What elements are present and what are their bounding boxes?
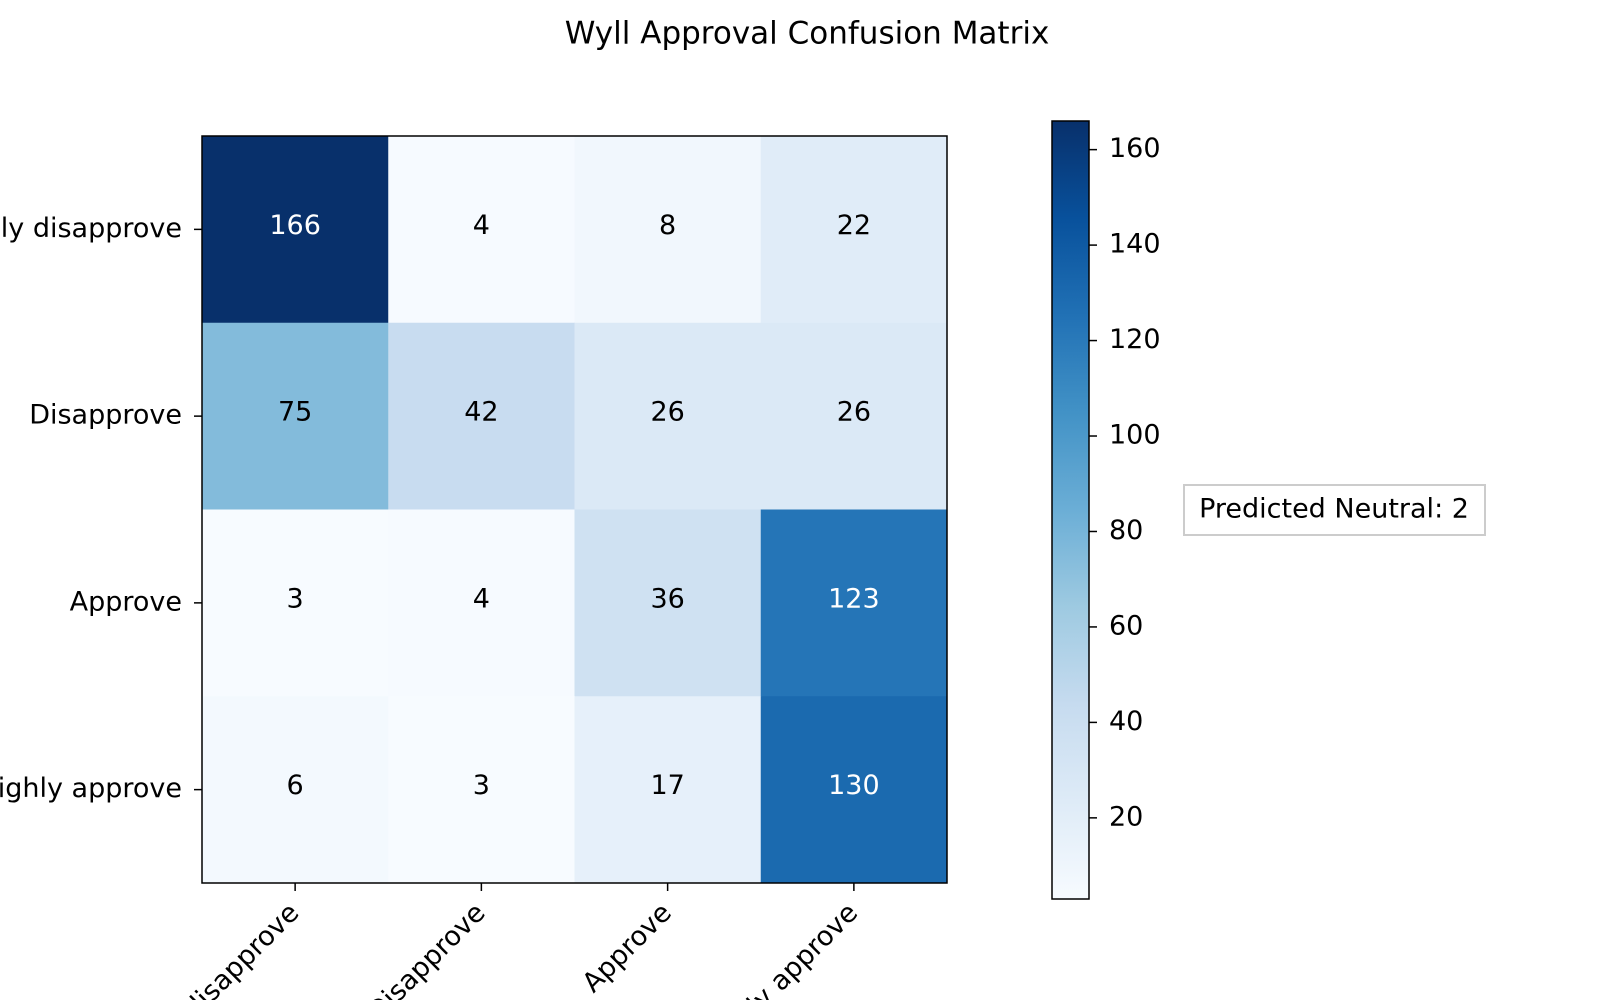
heatmap-cell (202, 322, 389, 510)
cell-label: 8 (659, 210, 676, 241)
heatmap-cell (760, 136, 948, 324)
heatmap-cell (760, 509, 948, 697)
colorbar-tick-label: 160 (1109, 133, 1161, 164)
heatmap-cell (574, 696, 762, 884)
cell-label: 166 (269, 210, 321, 241)
colorbar-tick-label: 20 (1109, 801, 1143, 832)
heatmap-cell (202, 509, 389, 697)
cell-label: 22 (837, 210, 871, 241)
cell-label: 4 (473, 583, 490, 614)
colorbar-tick-label: 80 (1109, 515, 1143, 546)
cell-label: 17 (650, 770, 684, 801)
colorbar (1051, 120, 1090, 900)
annotation-box (1183, 484, 1486, 536)
cell-label: 3 (287, 583, 304, 614)
heatmap-cell (760, 322, 948, 510)
cell-label: 130 (828, 770, 880, 801)
x-tick-label: Approve (576, 897, 677, 998)
colorbar-tick-label: 40 (1109, 706, 1143, 737)
y-tick-label: Highly disapprove (0, 213, 182, 244)
cell-label: 6 (287, 770, 304, 801)
heatmap-cell (574, 509, 762, 697)
cell-label: 4 (473, 210, 490, 241)
colorbar-tick-label: 60 (1109, 610, 1143, 641)
heatmap-cell (574, 136, 762, 324)
plot-frame (201, 135, 948, 884)
y-tick-label: Highly approve (0, 773, 182, 804)
cell-label: 3 (473, 770, 490, 801)
x-tick-label: Highly disapprove (111, 897, 305, 1000)
cell-label: 26 (837, 397, 871, 428)
y-tick-label: Approve (70, 586, 182, 617)
heatmap-cell (574, 322, 762, 510)
heatmap-cell (202, 696, 389, 884)
y-tick-label: Disapprove (29, 400, 182, 431)
colorbar-tick-label: 120 (1109, 324, 1161, 355)
heatmap-cell (760, 696, 948, 884)
heatmap-cell (388, 509, 575, 697)
cell-label: 26 (650, 397, 684, 428)
cell-label: 36 (650, 583, 684, 614)
x-tick-label: Disapprove (362, 897, 492, 1000)
cell-label: 123 (828, 583, 880, 614)
heatmap-cell (388, 696, 575, 884)
chart-title: Wyll Approval Confusion Matrix (565, 16, 1050, 52)
cell-label: 75 (278, 397, 312, 428)
x-tick-label: Highly approve (698, 897, 865, 1000)
heatmap-cell (388, 322, 575, 510)
colorbar-tick-label: 100 (1109, 420, 1161, 451)
colorbar-tick-label: 140 (1109, 229, 1161, 260)
annotation: Predicted Neutral: 2 (1199, 494, 1469, 525)
heatmap-cell (202, 136, 389, 324)
cell-label: 42 (464, 397, 498, 428)
heatmap-cell (388, 136, 575, 324)
